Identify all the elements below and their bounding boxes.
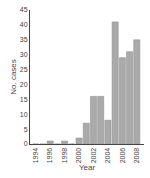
svg-text:2000: 2000	[75, 148, 82, 164]
svg-text:1996: 1996	[46, 148, 53, 164]
svg-text:15: 15	[20, 96, 28, 103]
svg-text:35: 35	[20, 36, 28, 43]
svg-text:10: 10	[20, 111, 28, 118]
svg-text:0: 0	[24, 140, 28, 147]
svg-text:2006: 2006	[119, 148, 126, 164]
svg-text:40: 40	[20, 21, 28, 28]
svg-text:1994: 1994	[32, 148, 39, 164]
svg-text:No. cases: No. cases	[9, 59, 18, 95]
svg-text:25: 25	[20, 66, 28, 73]
svg-text:5: 5	[24, 126, 28, 133]
svg-text:2008: 2008	[133, 148, 140, 164]
svg-text:2002: 2002	[90, 148, 97, 164]
svg-text:Year: Year	[79, 163, 96, 172]
svg-text:2004: 2004	[104, 148, 111, 164]
svg-text:45: 45	[20, 6, 28, 13]
svg-text:30: 30	[20, 51, 28, 58]
svg-text:1998: 1998	[61, 148, 68, 164]
svg-text:20: 20	[20, 81, 28, 88]
